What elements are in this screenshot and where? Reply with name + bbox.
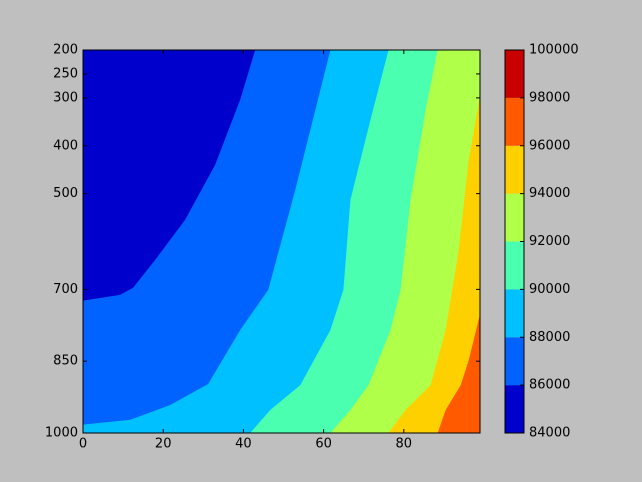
colorbar-tick-label: 94000 [529, 186, 570, 201]
y-tick-label: 850 [53, 354, 78, 369]
colorbar-segment [505, 385, 524, 433]
colorbar-tick-label: 88000 [529, 330, 570, 345]
y-tick-label: 1000 [45, 426, 78, 441]
colorbar-segment [505, 289, 524, 338]
plot-frame [82, 49, 481, 434]
colorbar-segment [505, 97, 524, 146]
colorbar-segment [505, 50, 524, 98]
x-tick-label: 20 [155, 437, 172, 452]
colorbar-segment [505, 241, 524, 290]
colorbar-tick-label: 90000 [529, 282, 570, 297]
colorbar-segment [505, 145, 524, 194]
colorbar-tick-label: 100000 [529, 43, 579, 58]
colorbar-tick-label: 92000 [529, 234, 570, 249]
colorbar-tick-label: 84000 [529, 426, 570, 441]
colorbar-tick-label: 96000 [529, 138, 570, 153]
colorbar-segment [505, 337, 524, 386]
colorbar-segment [505, 193, 524, 242]
y-tick-label: 400 [53, 138, 78, 153]
y-tick-label: 200 [53, 43, 78, 58]
x-tick-label: 60 [315, 437, 332, 452]
colorbar-tick-label: 86000 [529, 378, 570, 393]
x-tick-label: 0 [79, 437, 87, 452]
y-tick-label: 300 [53, 90, 78, 105]
colorbar-tick-label: 98000 [529, 90, 570, 105]
y-tick-label: 250 [53, 66, 78, 81]
y-tick-label: 700 [53, 282, 78, 297]
x-tick-label: 80 [396, 437, 413, 452]
y-tick-label: 500 [53, 186, 78, 201]
x-tick-label: 40 [235, 437, 252, 452]
